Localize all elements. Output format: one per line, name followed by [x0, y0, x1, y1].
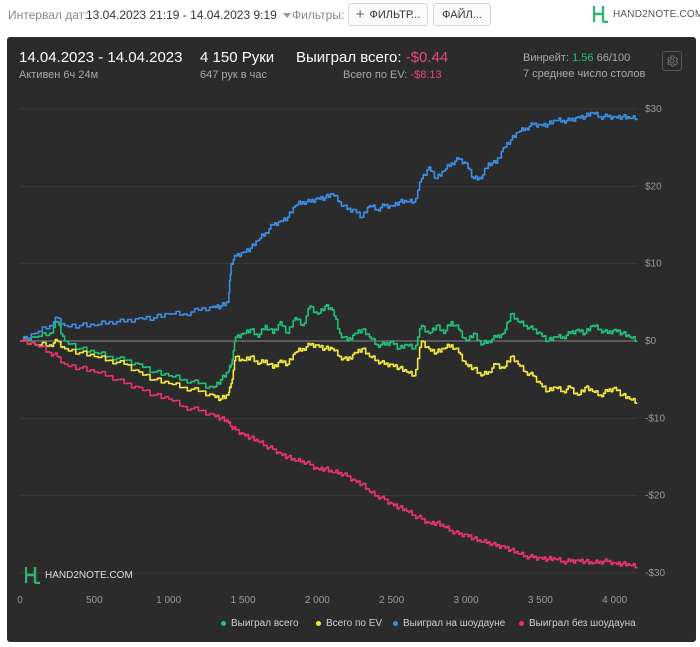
x-tick-label: 3 000 [454, 595, 479, 606]
legend-label: Выиграл всего [231, 618, 299, 629]
winrate-suffix: 66/100 [596, 52, 631, 64]
series-line-0 [20, 304, 638, 389]
ev-total: Всего по EV: -$8.13 [343, 69, 442, 81]
y-tick-label: $10 [645, 259, 662, 270]
won-total: Выиграл всего: -$0.44 [296, 49, 448, 66]
y-tick-label: $30 [645, 104, 662, 115]
winnings-chart: $30 $20 $10 $0 -$10 -$20 -$30 0 500 1 000 1 500 2 … [17, 104, 665, 606]
y-tick-label: -$30 [645, 568, 665, 579]
interval-label: Интервал дат: [8, 8, 88, 22]
legend-label: Всего по EV [326, 618, 383, 629]
x-tick-label: 4 000 [602, 595, 627, 606]
avg-tables: 7 среднее число столов [523, 68, 646, 80]
active-time: Активен 6ч 24м [19, 69, 99, 81]
plus-icon: + [355, 6, 365, 23]
y-tick-label: -$10 [645, 413, 665, 424]
settings-button[interactable] [662, 51, 682, 71]
date-range: 14.04.2023 - 14.04.2023 [19, 49, 183, 66]
series-line-2 [20, 111, 638, 342]
winrate-value: 1.56 [572, 52, 594, 64]
date-interval-select[interactable]: 13.04.2023 21:19 - 14.04.2023 9:19 [86, 5, 291, 25]
chart-series [20, 111, 638, 569]
x-tick-label: 1 500 [230, 595, 255, 606]
x-tick-label: 1 000 [156, 595, 181, 606]
ev-total-label: Всего по EV: [343, 69, 408, 81]
brand-logo-text: HAND2NOTE.COM [613, 8, 700, 20]
hands-count: 4 150 Руки [200, 49, 275, 66]
won-total-value: -$0.44 [405, 49, 449, 66]
y-tick-label: -$20 [645, 491, 665, 502]
file-button[interactable]: ФАЙЛ... [433, 3, 491, 26]
x-axis-ticks: 0 500 1 000 1 500 2 000 2 500 3 000 3 500 4 000 [17, 595, 627, 606]
filters-label: Фильтры: [292, 8, 345, 22]
gear-icon [667, 55, 679, 67]
hand2note-logo-icon [593, 6, 608, 23]
won-total-label: Выиграл всего: [296, 49, 402, 66]
chart-watermark-text: HAND2NOTE.COM [45, 569, 133, 581]
x-tick-label: 500 [86, 595, 103, 606]
y-tick-label: $0 [645, 336, 657, 347]
legend-item-ev-total[interactable]: Всего по EV [316, 618, 382, 629]
series-line-3 [20, 338, 638, 569]
winrate-label: Винрейт: [523, 52, 570, 64]
legend-dot [221, 621, 226, 626]
brand-logo: HAND2NOTE.COM [593, 5, 700, 23]
y-tick-label: $20 [645, 181, 662, 192]
x-tick-label: 2 000 [305, 595, 330, 606]
date-interval-value: 13.04.2023 21:19 - 14.04.2023 9:19 [86, 8, 277, 22]
series-line-1 [20, 338, 638, 404]
legend-dot [519, 621, 524, 626]
filter-button-label: ФИЛЬТР... [369, 8, 421, 21]
legend-item-won-total[interactable]: Выиграл всего [221, 618, 299, 629]
top-bar: Интервал дат: 13.04.2023 21:19 - 14.04.2… [0, 0, 700, 30]
legend-item-non-showdown[interactable]: Выиграл без шоудауна [519, 618, 636, 629]
file-button-label: ФАЙЛ... [442, 8, 482, 21]
legend-label: Выиграл на шоудауне [403, 618, 506, 629]
chart-grid [20, 108, 637, 574]
x-tick-label: 0 [17, 595, 23, 606]
y-axis-ticks: $30 $20 $10 $0 -$10 -$20 -$30 [645, 104, 665, 579]
winrate: Винрейт: 1.56 66/100 [523, 52, 630, 64]
chevron-down-icon [282, 12, 291, 18]
hands-per-hour: 647 рук в час [200, 69, 268, 81]
hand2note-logo-icon [25, 567, 40, 584]
report-panel: 14.04.2023 - 14.04.2023 Активен 6ч 24м 4… [7, 37, 696, 642]
legend-label: Выиграл без шоудауна [529, 618, 636, 629]
x-tick-label: 2 500 [379, 595, 404, 606]
ev-total-value: -$8.13 [410, 69, 442, 81]
legend-dot [316, 621, 321, 626]
legend-dot [393, 621, 398, 626]
x-tick-label: 3 500 [528, 595, 553, 606]
filter-button[interactable]: + ФИЛЬТР... [348, 3, 428, 26]
chart-watermark: HAND2NOTE.COM [25, 566, 133, 584]
legend-item-showdown[interactable]: Выиграл на шоудауне [393, 618, 505, 629]
